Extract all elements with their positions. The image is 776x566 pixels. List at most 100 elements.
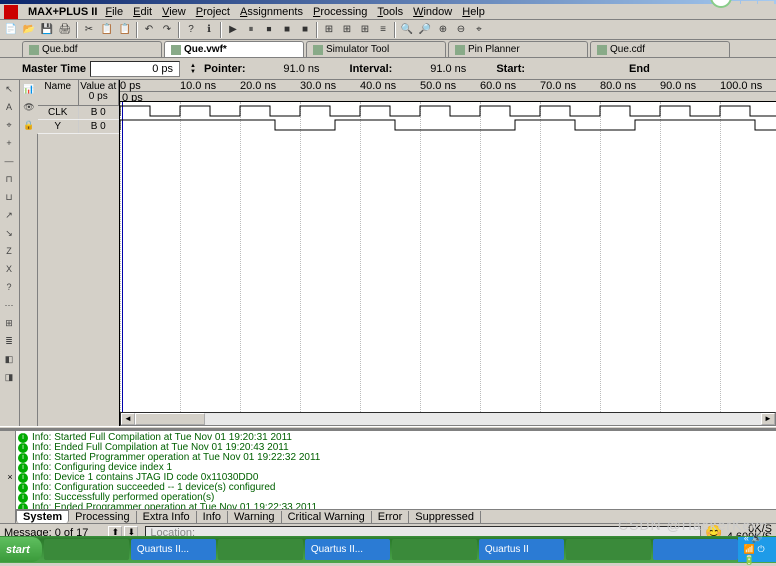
menu-help[interactable]: Help <box>462 6 485 18</box>
menu-window[interactable]: Window <box>413 6 452 18</box>
toolbar-button[interactable]: ⌖ <box>471 22 487 38</box>
toolbar-button[interactable]: 📂 <box>21 22 37 38</box>
toolbar-button[interactable]: ℹ <box>201 22 217 38</box>
toolbar-button[interactable]: ✂ <box>81 22 97 38</box>
toolbar-button[interactable]: 🖨 <box>57 22 73 38</box>
taskbar-item[interactable] <box>44 539 129 560</box>
system-tray[interactable]: « 🔊 📶 ⏻ 🔋 <box>738 537 776 562</box>
tool-button[interactable]: ⊓ <box>0 170 18 188</box>
info-icon: i <box>18 483 28 493</box>
tool-button[interactable]: ↖ <box>0 80 18 98</box>
tool-button[interactable]: ↘ <box>0 224 18 242</box>
toolbar-button[interactable]: ↷ <box>159 22 175 38</box>
taskbar-item[interactable]: Quartus II... <box>305 539 390 560</box>
close-button[interactable] <box>758 1 774 4</box>
view-button[interactable]: 📊 <box>20 80 38 98</box>
toolbar-button[interactable]: ⊞ <box>339 22 355 38</box>
menu-processing[interactable]: Processing <box>313 6 367 18</box>
msgtab-processing[interactable]: Processing <box>69 511 136 523</box>
tool-button[interactable]: ◧ <box>0 350 18 368</box>
ruler-tick: 80.0 ns <box>600 80 636 92</box>
taskbar-item[interactable] <box>566 539 651 560</box>
tool-button[interactable]: ⊞ <box>0 314 18 332</box>
tab-que-vwf-[interactable]: Que.vwf* <box>164 41 304 57</box>
toolbar-button[interactable]: 📋 <box>117 22 133 38</box>
menu-file[interactable]: File <box>105 6 123 18</box>
scroll-track[interactable] <box>135 413 761 425</box>
toolbar-button[interactable]: 🔍 <box>399 22 415 38</box>
scroll-left-button[interactable]: ◄ <box>121 413 135 425</box>
toolbar-button[interactable]: ■ <box>297 22 313 38</box>
menu-edit[interactable]: Edit <box>133 6 152 18</box>
ruler-tick: 10.0 ns <box>180 80 216 92</box>
msgtab-warning[interactable]: Warning <box>228 511 282 523</box>
taskbar-item[interactable] <box>392 539 477 560</box>
message-list[interactable]: iInfo: Started Full Compilation at Tue N… <box>16 431 776 509</box>
signal-row[interactable]: YB 0 <box>38 120 119 134</box>
taskbar-item[interactable]: Quartus II... <box>131 539 216 560</box>
tool-button[interactable]: ? <box>0 278 18 296</box>
time-ruler[interactable]: 0 ps10.0 ns20.0 ns30.0 ns40.0 ns50.0 ns6… <box>120 80 776 92</box>
menu-assignments[interactable]: Assignments <box>240 6 303 18</box>
tool-button[interactable]: + <box>0 134 18 152</box>
tool-button[interactable]: ⌖ <box>0 116 18 134</box>
horizontal-scrollbar[interactable]: ◄ ► <box>120 412 776 426</box>
waveform-area[interactable]: 0 ps10.0 ns20.0 ns30.0 ns40.0 ns50.0 ns6… <box>120 80 776 426</box>
tool-button[interactable]: ◨ <box>0 368 18 386</box>
waveform-canvas[interactable] <box>120 102 776 412</box>
tab-simulator-tool[interactable]: Simulator Tool <box>306 41 446 57</box>
tool-button[interactable]: A <box>0 98 18 116</box>
toolbar-button[interactable]: ⏹ <box>261 22 277 38</box>
menu-tools[interactable]: Tools <box>377 6 403 18</box>
maximize-button[interactable] <box>741 1 757 4</box>
toolbar-button[interactable]: 💾 <box>39 22 55 38</box>
interval-label: Interval: <box>350 63 393 75</box>
taskbar-item[interactable]: Quartus II <box>479 539 564 560</box>
tool-button[interactable]: X <box>0 260 18 278</box>
value-column-header[interactable]: Value at 0 ps <box>79 80 120 105</box>
tool-button[interactable]: ≣ <box>0 332 18 350</box>
tool-button[interactable]: Z <box>0 242 18 260</box>
toolbar-button[interactable]: ⊞ <box>321 22 337 38</box>
scroll-thumb[interactable] <box>135 413 205 425</box>
time-spinner[interactable]: ▲▼ <box>190 63 196 75</box>
taskbar-item[interactable] <box>218 539 303 560</box>
taskbar-item[interactable] <box>653 539 738 560</box>
tool-button[interactable]: ↗ <box>0 206 18 224</box>
view-button[interactable]: 👁 <box>20 98 38 116</box>
toolbar-button[interactable]: ■ <box>279 22 295 38</box>
msgtab-system[interactable]: System <box>16 510 69 523</box>
tab-que-cdf[interactable]: Que.cdf <box>590 41 730 57</box>
msgtab-critical-warning[interactable]: Critical Warning <box>282 511 372 523</box>
tab-que-bdf[interactable]: Que.bdf <box>22 41 162 57</box>
toolbar-button[interactable]: ⊞ <box>357 22 373 38</box>
toolbar-button[interactable]: ≡ <box>375 22 391 38</box>
menu-view[interactable]: View <box>162 6 186 18</box>
msgtab-suppressed[interactable]: Suppressed <box>409 511 481 523</box>
signal-row[interactable]: CLKB 0 <box>38 106 119 120</box>
tool-button[interactable]: ⋯ <box>0 296 18 314</box>
toolbar-button[interactable]: ⊕ <box>435 22 451 38</box>
tool-button[interactable]: — <box>0 152 18 170</box>
tool-button[interactable]: ⊔ <box>0 188 18 206</box>
toolbar-button[interactable]: ↶ <box>141 22 157 38</box>
toolbar-button[interactable]: 📄 <box>3 22 19 38</box>
start-button[interactable]: start <box>0 537 42 562</box>
toolbar-button[interactable]: ▶ <box>225 22 241 38</box>
toolbar-button[interactable]: ⏸ <box>243 22 259 38</box>
menu-project[interactable]: Project <box>196 6 230 18</box>
toolbar-button[interactable]: 📋 <box>99 22 115 38</box>
ruler-tick: 70.0 ns <box>540 80 576 92</box>
view-button[interactable]: 🔒 <box>20 116 38 134</box>
cursor-ruler[interactable]: 0 ps <box>120 92 776 102</box>
scroll-right-button[interactable]: ► <box>761 413 775 425</box>
tab-pin-planner[interactable]: Pin Planner <box>448 41 588 57</box>
toolbar-button[interactable]: ? <box>183 22 199 38</box>
toolbar-button[interactable]: 🔎 <box>417 22 433 38</box>
toolbar-button[interactable]: ⊖ <box>453 22 469 38</box>
time-cursor[interactable] <box>122 102 123 412</box>
msgtab-extra-info[interactable]: Extra Info <box>137 511 197 523</box>
name-column-header[interactable]: Name <box>38 80 79 105</box>
msgtab-info[interactable]: Info <box>197 511 228 523</box>
msgtab-error[interactable]: Error <box>372 511 409 523</box>
